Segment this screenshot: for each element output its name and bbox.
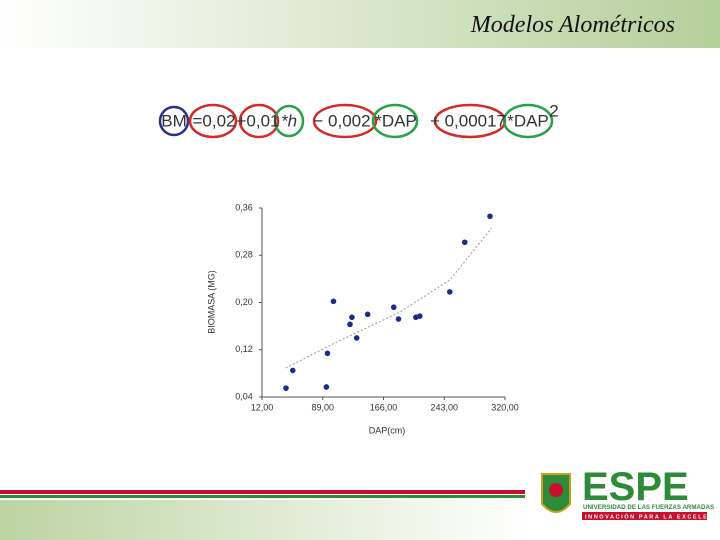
x-tick-label: 320,00 xyxy=(491,402,519,412)
point xyxy=(390,304,397,311)
circle xyxy=(188,103,238,139)
circle xyxy=(502,103,554,139)
logo-line: UNIVERSIDAD DE LAS FUERZAS ARMADAS xyxy=(583,504,714,511)
y-axis-label: BIOMASA (MG) xyxy=(206,270,216,334)
footer-stripe xyxy=(0,490,525,494)
eq-exponent: 2 xyxy=(549,101,558,120)
slide-title: Modelos Alométricos xyxy=(470,12,675,38)
point xyxy=(323,384,330,390)
x-tick-label: 89,00 xyxy=(311,402,334,412)
point xyxy=(289,367,296,374)
point xyxy=(446,289,453,295)
eq-term: =0,02 xyxy=(192,111,235,130)
circle xyxy=(312,103,378,139)
point xyxy=(347,321,353,328)
logo-emblem xyxy=(549,483,563,497)
point xyxy=(461,239,468,246)
x-tick-label: 243,00 xyxy=(430,402,458,412)
footer-stripe xyxy=(0,495,525,498)
point xyxy=(416,313,423,319)
x-tick-label: 166,00 xyxy=(370,402,398,412)
eq-term: + 0,00017 xyxy=(430,111,506,130)
header-band xyxy=(0,0,720,48)
circle xyxy=(238,103,280,139)
eq-term: *DAP xyxy=(375,111,417,130)
y-tick-label: 0,04 xyxy=(235,391,253,401)
eq-term: *h xyxy=(281,111,297,130)
logo: ESPE UNIVERSIDAD DE LAS FUERZAS ARMADAS … xyxy=(541,465,720,521)
chart: DAP(cm) BIOMASA (MG) 0,04 0,12 0,20 0,28 0,3… xyxy=(206,202,518,435)
x-tick-label: 12,00 xyxy=(251,402,274,412)
y-tick-label: 0,20 xyxy=(235,297,253,307)
footer-band xyxy=(0,500,530,540)
point xyxy=(283,385,289,391)
point xyxy=(349,314,355,321)
logo-name: ESPE xyxy=(582,465,689,509)
eq-term: *DAP xyxy=(507,111,549,130)
circle xyxy=(273,104,305,138)
point xyxy=(364,311,371,318)
eq-term: +0,01 xyxy=(236,111,279,130)
point xyxy=(487,213,493,220)
x-axis-label: DAP(cm) xyxy=(369,425,406,435)
circle xyxy=(371,103,419,139)
eq-term: BM xyxy=(161,111,187,130)
circle xyxy=(158,105,190,137)
eq-term: − 0,002 xyxy=(313,111,370,130)
trend-line xyxy=(285,227,492,369)
logo-line: INNOVACIÓN PARA LA EXCELENCIA xyxy=(585,513,720,521)
y-tick-label: 0,28 xyxy=(235,250,253,260)
y-tick-label: 0,36 xyxy=(235,202,253,212)
equation: BM =0,02 +0,01 *h − 0,002 *DAP + 0,00017… xyxy=(158,101,559,139)
point xyxy=(353,335,360,341)
point xyxy=(324,350,331,357)
point xyxy=(330,298,337,305)
point xyxy=(395,316,402,322)
y-tick-label: 0,12 xyxy=(235,344,253,354)
logo-bar xyxy=(582,512,707,520)
